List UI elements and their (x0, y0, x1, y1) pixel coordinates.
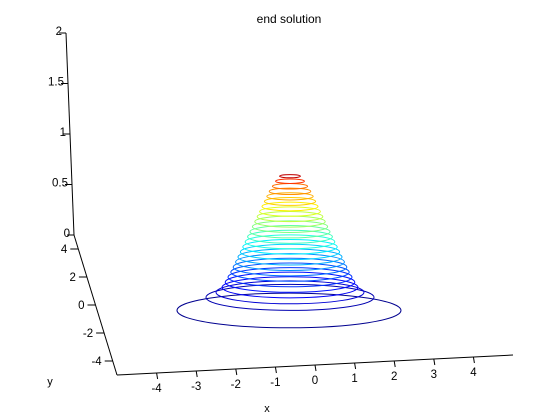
contour-line (247, 229, 333, 244)
contour-line (239, 243, 341, 261)
contour-line (275, 178, 305, 184)
contour-line (205, 283, 375, 311)
contour-line (268, 187, 312, 196)
contour-line (266, 192, 314, 201)
chart-title: end solution (257, 12, 322, 26)
x-tick-label: 4 (470, 367, 477, 379)
x-tick-mark (156, 372, 159, 380)
x-tick-label: 3 (431, 369, 437, 381)
z-ticks: 0 0.5 1 1.5 2 (48, 26, 74, 240)
contour-line (279, 174, 301, 179)
x-tick-label: -2 (231, 379, 241, 391)
y-axis-title: y (47, 376, 53, 388)
contour-line (232, 257, 348, 277)
contour-lines (176, 174, 402, 329)
x-tick-mark (274, 366, 277, 374)
y-tick-label: -4 (91, 356, 102, 368)
contour-line (230, 262, 350, 282)
y-ticks: -4 -2 0 2 4 (61, 244, 113, 368)
contour-line (227, 267, 353, 288)
x-tick-mark (472, 356, 475, 364)
contour-line (256, 210, 324, 223)
z-tick-label: 0.5 (52, 178, 68, 190)
x-tick-label: -4 (151, 383, 162, 395)
contour-line (259, 206, 321, 217)
z-tick-label: 0 (64, 228, 70, 240)
contour-line (249, 225, 331, 239)
contour-line (176, 292, 402, 329)
contour-line (244, 234, 336, 250)
y-tick-label: -2 (83, 328, 93, 340)
contour-line (263, 196, 317, 206)
x-tick-mark (354, 362, 357, 370)
z-tick-label: 1 (60, 127, 66, 139)
contour-line (224, 271, 356, 293)
x-tick-mark (195, 370, 198, 378)
x-tick-label: 2 (391, 371, 397, 383)
x-tick-mark (235, 368, 238, 376)
x-tick-mark (433, 358, 436, 366)
y-tick-label: 0 (78, 300, 84, 312)
x-tick-label: 1 (351, 373, 357, 385)
contour-line (251, 220, 329, 234)
x-tick-mark (314, 364, 317, 372)
x-ticks: -4 -3 -2 -1 0 1 2 3 4 (151, 356, 477, 395)
x-tick-label: 0 (312, 375, 318, 387)
z-tick-label: 1.5 (48, 77, 64, 89)
x-axis-title: x (264, 403, 270, 415)
contour-line (242, 239, 338, 255)
contour-line (221, 276, 359, 299)
y-tick-label: 4 (61, 244, 68, 256)
contour-line (235, 253, 345, 271)
y-tick-label: 2 (69, 272, 75, 284)
x-tick-label: -3 (191, 381, 201, 393)
x-tick-mark (393, 360, 396, 368)
x-tick-label: -1 (270, 377, 280, 389)
axes (65, 32, 514, 376)
z-tick-label: 2 (56, 26, 62, 38)
contour-line (261, 201, 319, 212)
